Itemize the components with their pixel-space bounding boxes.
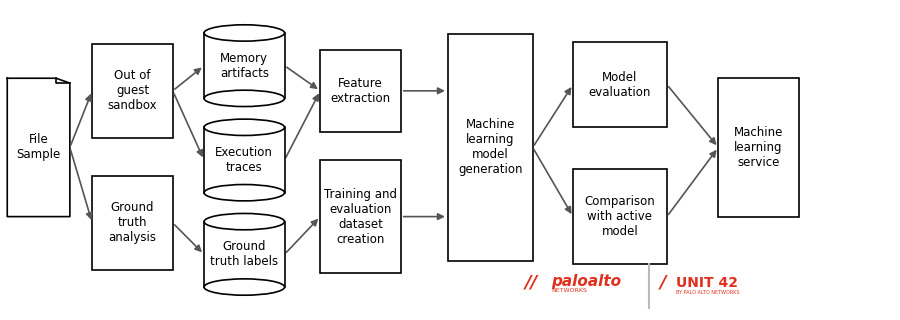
FancyBboxPatch shape	[448, 34, 533, 260]
Text: Training and
evaluation
dataset
creation: Training and evaluation dataset creation	[324, 188, 397, 246]
Polygon shape	[7, 78, 70, 217]
Ellipse shape	[204, 185, 284, 201]
Text: UNIT 42: UNIT 42	[676, 276, 738, 290]
FancyBboxPatch shape	[92, 44, 173, 138]
Text: paloalto: paloalto	[551, 274, 621, 289]
Text: Memory
artifacts: Memory artifacts	[220, 52, 269, 80]
FancyBboxPatch shape	[718, 78, 799, 217]
Ellipse shape	[204, 90, 284, 107]
Text: Ground
truth labels: Ground truth labels	[211, 240, 278, 268]
Text: File
Sample: File Sample	[16, 133, 60, 161]
Text: Ground
truth
analysis: Ground truth analysis	[109, 201, 157, 244]
FancyBboxPatch shape	[92, 176, 173, 270]
FancyBboxPatch shape	[573, 169, 667, 264]
Ellipse shape	[204, 213, 284, 230]
Bar	[204, 222, 284, 287]
Text: //: //	[524, 274, 537, 292]
Text: Feature
extraction: Feature extraction	[330, 77, 391, 105]
Text: Machine
learning
model
generation: Machine learning model generation	[458, 118, 523, 176]
Ellipse shape	[204, 279, 284, 295]
Text: Execution
traces: Execution traces	[215, 146, 274, 174]
Bar	[204, 33, 284, 98]
Ellipse shape	[204, 25, 284, 41]
Text: BY PALO ALTO NETWORKS: BY PALO ALTO NETWORKS	[676, 290, 740, 295]
Text: /: /	[661, 274, 667, 292]
Text: Out of
guest
sandbox: Out of guest sandbox	[108, 69, 158, 112]
Ellipse shape	[204, 119, 284, 135]
Text: Machine
learning
service: Machine learning service	[734, 126, 783, 169]
Bar	[204, 127, 284, 193]
FancyBboxPatch shape	[573, 42, 667, 127]
FancyBboxPatch shape	[320, 50, 400, 132]
FancyBboxPatch shape	[320, 160, 400, 273]
Text: Model
evaluation: Model evaluation	[589, 70, 651, 99]
Text: Comparison
with active
model: Comparison with active model	[585, 195, 655, 238]
Text: NETWORKS: NETWORKS	[551, 288, 587, 293]
